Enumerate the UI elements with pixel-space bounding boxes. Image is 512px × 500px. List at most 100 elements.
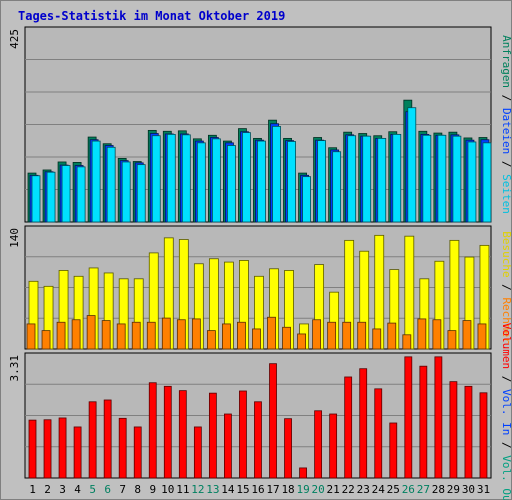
legend-panel1-part-1: /	[500, 88, 512, 108]
bar-seiten-day-11	[181, 134, 191, 223]
y-max-label: 140	[8, 228, 21, 248]
bar-rechner-day-12	[191, 318, 201, 350]
bar-rechner-day-30	[462, 320, 472, 350]
bar-besuche-day-26	[404, 235, 415, 350]
bar-seiten-day-19	[302, 176, 311, 223]
bar-rechner-day-7	[116, 323, 126, 350]
bar-volumen-day-27	[419, 365, 428, 479]
legend-panel2-part-2: Rechner	[500, 297, 512, 344]
x-tick-label-day-18: 18	[281, 483, 294, 496]
legend-panel2: Besuche / Rechner	[500, 231, 512, 344]
bar-volumen-day-13	[208, 392, 217, 479]
bar-rechner-day-2	[41, 330, 51, 350]
bar-seiten-day-30	[467, 141, 477, 223]
bar-rechner-day-20	[312, 319, 322, 350]
bar-seiten-day-10	[166, 133, 176, 223]
x-tick-label-day-3: 3	[59, 483, 66, 496]
bar-rechner-day-1	[26, 323, 36, 350]
x-tick-label-day-16: 16	[251, 483, 264, 496]
bar-volumen-day-20	[314, 410, 323, 479]
bar-seiten-day-12	[196, 142, 206, 223]
bar-rechner-day-28	[432, 319, 442, 350]
bar-rechner-day-29	[447, 330, 457, 350]
bar-volumen-day-25	[389, 422, 398, 479]
bar-seiten-day-24	[377, 137, 387, 223]
bar-seiten-day-26	[407, 107, 417, 223]
bar-volumen-day-30	[464, 385, 473, 479]
bar-seiten-day-5	[91, 140, 101, 223]
bar-seiten-day-17	[272, 125, 281, 223]
bar-rechner-day-19	[297, 333, 306, 350]
bar-seiten-day-9	[151, 135, 161, 223]
bar-rechner-day-14	[222, 323, 231, 350]
x-tick-label-day-7: 7	[119, 483, 126, 496]
bar-rechner-day-27	[417, 318, 427, 350]
bar-volumen-day-10	[163, 385, 172, 479]
panel-2: 140	[8, 225, 492, 350]
legend-panel1-part-2: Dateien	[500, 108, 512, 154]
legend-panel3-part-4: Vol. Out	[500, 455, 512, 500]
bar-rechner-day-31	[477, 323, 487, 350]
bar-seiten-day-1	[31, 175, 41, 223]
bar-seiten-day-14	[227, 145, 236, 223]
legend-panel1-part-0: Anfragen	[500, 35, 512, 88]
chart-panels: 425 140 3.31	[8, 26, 492, 479]
bar-seiten-day-23	[362, 135, 372, 223]
bar-rechner-day-26	[402, 334, 412, 350]
bar-rechner-day-18	[282, 326, 291, 350]
bar-seiten-day-27	[422, 134, 432, 223]
bar-volumen-day-17	[269, 363, 277, 479]
legend-panel3-part-0: Volumen	[500, 323, 512, 369]
x-tick-label-day-9: 9	[149, 483, 156, 496]
bar-seiten-day-25	[392, 133, 402, 223]
legend-panel3-part-2: Vol. In	[500, 389, 512, 435]
bar-seiten-day-6	[106, 146, 116, 223]
bar-seiten-day-15	[242, 132, 251, 223]
x-axis-labels: 1 2 3 4 5 6 7 8 9 10 11 12 13 14 15 16 17 18 19 20 21 22 23 24 2…	[29, 483, 490, 496]
bar-volumen-day-12	[193, 426, 202, 479]
bar-volumen-day-16	[254, 401, 262, 479]
legend-panel3-part-3: /	[500, 435, 512, 455]
bar-volumen-day-5	[88, 401, 97, 479]
bar-volumen-day-4	[73, 426, 82, 479]
bar-volumen-day-14	[224, 413, 232, 479]
x-tick-label-day-25: 25	[387, 483, 400, 496]
x-tick-label-day-26: 26	[402, 483, 415, 496]
x-tick-label-day-19: 19	[296, 483, 309, 496]
bar-seiten-day-16	[257, 140, 266, 223]
x-tick-label-day-2: 2	[44, 483, 51, 496]
chart-title: Tages-Statistik im Monat Oktober 2019	[18, 9, 285, 23]
panel-1: 425	[8, 26, 492, 223]
bar-seiten-day-29	[452, 135, 462, 223]
x-tick-label-day-15: 15	[236, 483, 249, 496]
legend-panel1: Anfragen / Dateien / Seiten	[500, 35, 512, 214]
x-tick-label-day-10: 10	[161, 483, 174, 496]
x-tick-label-day-11: 11	[176, 483, 189, 496]
bar-volumen-day-18	[284, 418, 292, 479]
y-max-label: 425	[8, 29, 21, 49]
bar-volumen-day-1	[28, 419, 37, 479]
x-tick-label-day-4: 4	[74, 483, 81, 496]
bar-rechner-day-16	[252, 328, 261, 350]
bar-rechner-day-9	[146, 321, 156, 350]
bar-volumen-day-8	[133, 426, 142, 479]
bar-seiten-day-8	[136, 164, 146, 223]
bar-seiten-day-28	[437, 134, 447, 223]
x-tick-label-day-28: 28	[432, 483, 445, 496]
x-tick-label-day-22: 22	[342, 483, 355, 496]
bar-volumen-day-26	[404, 356, 413, 479]
legend-panel1-part-4: Seiten	[500, 174, 512, 214]
bar-seiten-day-18	[287, 141, 296, 223]
bar-rechner-day-8	[131, 321, 141, 350]
panel-3: 3.31	[8, 352, 492, 479]
x-tick-label-day-13: 13	[206, 483, 219, 496]
bar-volumen-day-28	[434, 356, 443, 479]
bar-volumen-day-7	[118, 417, 127, 479]
bar-seiten-day-22	[347, 135, 357, 223]
bar-volumen-day-23	[359, 368, 368, 479]
bar-seiten-day-2	[46, 171, 56, 223]
x-tick-label-day-1: 1	[29, 483, 36, 496]
legend-panel3: Volumen / Vol. In / Vol. Out	[500, 323, 512, 500]
